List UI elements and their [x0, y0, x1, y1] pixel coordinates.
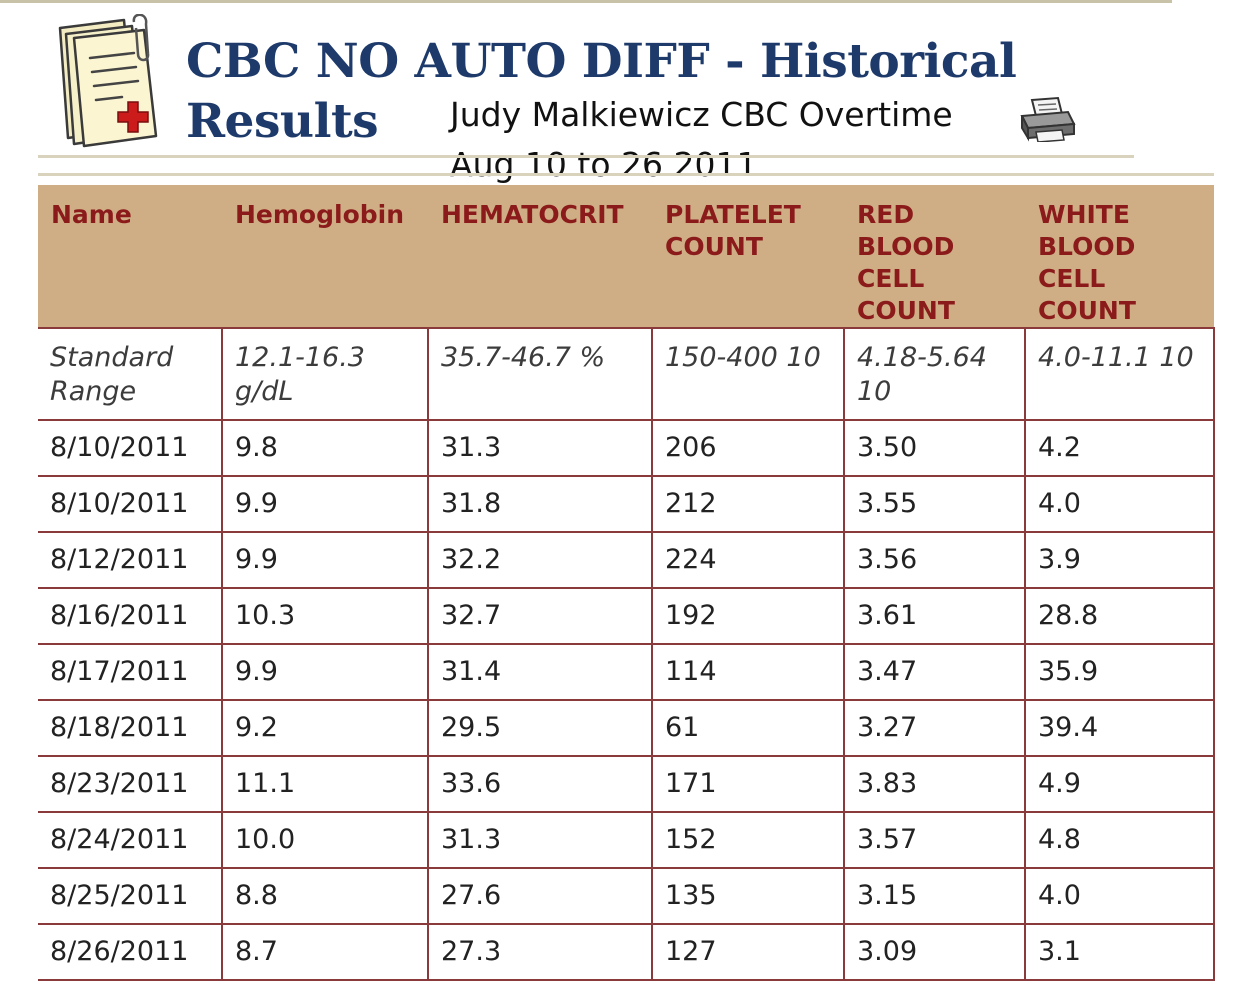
- standard-range-hemoglobin: 12.1-16.3 g/dL: [221, 327, 429, 421]
- cell-hematocrit: 31.3: [427, 419, 653, 477]
- table-row: 8/26/2011 8.7 27.3 127 3.09 3.1: [38, 923, 1215, 981]
- cell-platelet-count: 212: [651, 475, 845, 533]
- top-divider: [0, 0, 1172, 3]
- cell-red-blood-cell-count: 3.55: [843, 475, 1026, 533]
- cell-platelet-count: 127: [651, 923, 845, 981]
- cell-white-blood-cell-count: 4.2: [1024, 419, 1215, 477]
- cell-platelet-count: 171: [651, 755, 845, 813]
- column-header-name: Name: [38, 185, 222, 328]
- page-title-line1: CBC NO AUTO DIFF - Historical: [186, 34, 1017, 89]
- column-header-white-blood-cell-count: WHITE BLOOD CELL COUNT: [1025, 185, 1214, 328]
- cell-platelet-count: 224: [651, 531, 845, 589]
- cell-red-blood-cell-count: 3.15: [843, 867, 1026, 925]
- table-row: 8/23/2011 11.1 33.6 171 3.83 4.9: [38, 755, 1215, 813]
- cell-hematocrit: 32.7: [427, 587, 653, 645]
- table-row: 8/16/2011 10.3 32.7 192 3.61 28.8: [38, 587, 1215, 645]
- cell-platelet-count: 114: [651, 643, 845, 701]
- cell-date: 8/18/2011: [38, 699, 223, 757]
- cell-white-blood-cell-count: 4.8: [1024, 811, 1215, 869]
- cell-red-blood-cell-count: 3.47: [843, 643, 1026, 701]
- printer-icon[interactable]: [1018, 96, 1076, 142]
- cell-hemoglobin: 9.8: [221, 419, 429, 477]
- cell-red-blood-cell-count: 3.56: [843, 531, 1026, 589]
- cell-white-blood-cell-count: 28.8: [1024, 587, 1215, 645]
- cell-white-blood-cell-count: 35.9: [1024, 643, 1215, 701]
- table-row: 8/12/2011 9.9 32.2 224 3.56 3.9: [38, 531, 1215, 589]
- cell-platelet-count: 192: [651, 587, 845, 645]
- cell-hematocrit: 27.6: [427, 867, 653, 925]
- standard-range-red-blood-cell-count: 4.18-5.64 10: [843, 327, 1026, 421]
- medical-record-icon: [58, 14, 158, 148]
- cell-platelet-count: 135: [651, 867, 845, 925]
- column-header-hematocrit: HEMATOCRIT: [428, 185, 652, 328]
- cell-hemoglobin: 9.9: [221, 643, 429, 701]
- standard-range-row: Standard Range 12.1-16.3 g/dL 35.7-46.7 …: [38, 327, 1215, 421]
- standard-range-label: Standard Range: [38, 327, 223, 421]
- cell-date: 8/10/2011: [38, 475, 223, 533]
- cell-hemoglobin: 8.8: [221, 867, 429, 925]
- cell-date: 8/16/2011: [38, 587, 223, 645]
- cell-white-blood-cell-count: 4.0: [1024, 475, 1215, 533]
- cell-red-blood-cell-count: 3.61: [843, 587, 1026, 645]
- cell-white-blood-cell-count: 3.9: [1024, 531, 1215, 589]
- cell-red-blood-cell-count: 3.50: [843, 419, 1026, 477]
- cell-white-blood-cell-count: 3.1: [1024, 923, 1215, 981]
- table-row: 8/18/2011 9.2 29.5 61 3.27 39.4: [38, 699, 1215, 757]
- subtitle-line1: Judy Malkiewicz CBC Overtime: [450, 95, 953, 134]
- cell-platelet-count: 61: [651, 699, 845, 757]
- cell-white-blood-cell-count: 39.4: [1024, 699, 1215, 757]
- page-title-line2: Results: [186, 94, 379, 149]
- cell-platelet-count: 152: [651, 811, 845, 869]
- cell-hemoglobin: 10.3: [221, 587, 429, 645]
- table-row: 8/25/2011 8.8 27.6 135 3.15 4.0: [38, 867, 1215, 925]
- cell-hematocrit: 29.5: [427, 699, 653, 757]
- cell-date: 8/23/2011: [38, 755, 223, 813]
- report-subtitle: Judy Malkiewicz CBC Overtime Aug 10 to 2…: [450, 90, 953, 190]
- cell-date: 8/12/2011: [38, 531, 223, 589]
- cbc-results-table: Name Hemoglobin HEMATOCRIT PLATELET COUN…: [38, 185, 1215, 981]
- cell-date: 8/26/2011: [38, 923, 223, 981]
- cell-hemoglobin: 8.7: [221, 923, 429, 981]
- table-row: 8/10/2011 9.9 31.8 212 3.55 4.0: [38, 475, 1215, 533]
- cell-red-blood-cell-count: 3.83: [843, 755, 1026, 813]
- cell-date: 8/24/2011: [38, 811, 223, 869]
- cell-hematocrit: 33.6: [427, 755, 653, 813]
- table-row: 8/10/2011 9.8 31.3 206 3.50 4.2: [38, 419, 1215, 477]
- subtitle-line2: Aug 10 to 26 2011: [450, 145, 758, 184]
- cell-hematocrit: 31.8: [427, 475, 653, 533]
- cell-date: 8/25/2011: [38, 867, 223, 925]
- table-row: 8/17/2011 9.9 31.4 114 3.47 35.9: [38, 643, 1215, 701]
- cell-date: 8/10/2011: [38, 419, 223, 477]
- cell-hemoglobin: 9.9: [221, 531, 429, 589]
- cell-hemoglobin: 11.1: [221, 755, 429, 813]
- column-header-hemoglobin: Hemoglobin: [222, 185, 428, 328]
- standard-range-hematocrit: 35.7-46.7 %: [427, 327, 653, 421]
- cell-date: 8/17/2011: [38, 643, 223, 701]
- table-row: 8/24/2011 10.0 31.3 152 3.57 4.8: [38, 811, 1215, 869]
- standard-range-white-blood-cell-count: 4.0-11.1 10: [1024, 327, 1215, 421]
- page-title: CBC NO AUTO DIFF - Historical Results: [186, 32, 1017, 152]
- table-header-row: Name Hemoglobin HEMATOCRIT PLATELET COUN…: [38, 185, 1214, 328]
- cell-red-blood-cell-count: 3.09: [843, 923, 1026, 981]
- cell-red-blood-cell-count: 3.57: [843, 811, 1026, 869]
- cell-hematocrit: 31.4: [427, 643, 653, 701]
- column-header-platelet-count: PLATELET COUNT: [652, 185, 844, 328]
- cell-hematocrit: 32.2: [427, 531, 653, 589]
- cell-white-blood-cell-count: 4.9: [1024, 755, 1215, 813]
- cell-hematocrit: 27.3: [427, 923, 653, 981]
- cell-hemoglobin: 9.2: [221, 699, 429, 757]
- standard-range-platelet-count: 150-400 10: [651, 327, 845, 421]
- cell-red-blood-cell-count: 3.27: [843, 699, 1026, 757]
- cell-white-blood-cell-count: 4.0: [1024, 867, 1215, 925]
- cell-hemoglobin: 9.9: [221, 475, 429, 533]
- table-top-divider: [38, 173, 1214, 176]
- cell-hemoglobin: 10.0: [221, 811, 429, 869]
- cell-platelet-count: 206: [651, 419, 845, 477]
- column-header-red-blood-cell-count: RED BLOOD CELL COUNT: [844, 185, 1025, 328]
- header-divider: [38, 155, 1134, 158]
- cell-hematocrit: 31.3: [427, 811, 653, 869]
